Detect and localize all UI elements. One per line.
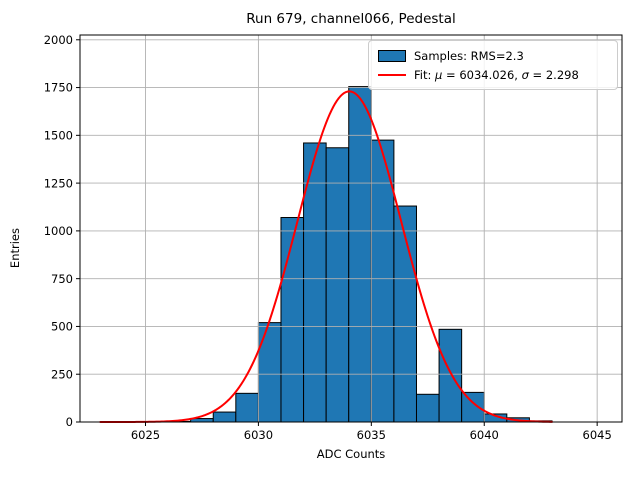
y-tick-label: 1000 — [44, 224, 73, 238]
y-tick-label: 250 — [51, 367, 73, 381]
x-tick-label: 6040 — [470, 428, 499, 442]
histogram-bar — [438, 328, 463, 423]
x-tick-label: 6025 — [131, 428, 160, 442]
histogram-bar — [212, 411, 237, 423]
gaussian-fit-curve — [99, 90, 553, 423]
histogram-bar — [325, 147, 350, 423]
axes-border — [79, 34, 623, 423]
histogram-bar — [415, 393, 440, 423]
histogram-bar — [348, 86, 372, 423]
legend-entry-fit: Fit: μ = 6034.026, σ = 2.298 — [378, 66, 609, 84]
y-tick-label: 750 — [51, 272, 73, 286]
legend-fit-label: Fit: μ = 6034.026, σ = 2.298 — [414, 68, 579, 82]
y-axis: 0 250 500 750 1000 1250 1500 1750 2000 — [44, 33, 80, 429]
y-tick-label: 1750 — [44, 81, 73, 95]
x-axis-label: ADC Counts — [316, 447, 386, 461]
legend: Samples: RMS=2.3 Fit: μ = 6034.026, σ = … — [368, 40, 618, 90]
y-tick-label: 0 — [66, 415, 73, 429]
y-tick-label: 2000 — [44, 33, 73, 47]
histogram-bar — [280, 217, 305, 423]
grid-lines — [80, 35, 622, 423]
x-tick-label: 6035 — [357, 428, 386, 442]
fit-line-swatch — [378, 74, 406, 76]
histogram-bar — [257, 322, 282, 423]
x-axis: 6025 6030 6035 6040 6045 — [131, 422, 612, 442]
histogram-swatch — [378, 50, 406, 62]
chart-title: Run 679, channel066, Pedestal — [246, 11, 456, 27]
y-tick-label: 1500 — [44, 128, 73, 142]
histogram-bar — [235, 392, 259, 423]
legend-entry-samples: Samples: RMS=2.3 — [378, 47, 609, 65]
histogram-bar — [461, 391, 485, 423]
x-tick-label: 6030 — [244, 428, 273, 442]
x-tick-label: 6045 — [583, 428, 612, 442]
y-tick-label: 1250 — [44, 176, 73, 190]
histogram-bars — [167, 86, 553, 423]
y-tick-label: 500 — [51, 320, 73, 334]
legend-samples-label: Samples: RMS=2.3 — [414, 49, 524, 63]
